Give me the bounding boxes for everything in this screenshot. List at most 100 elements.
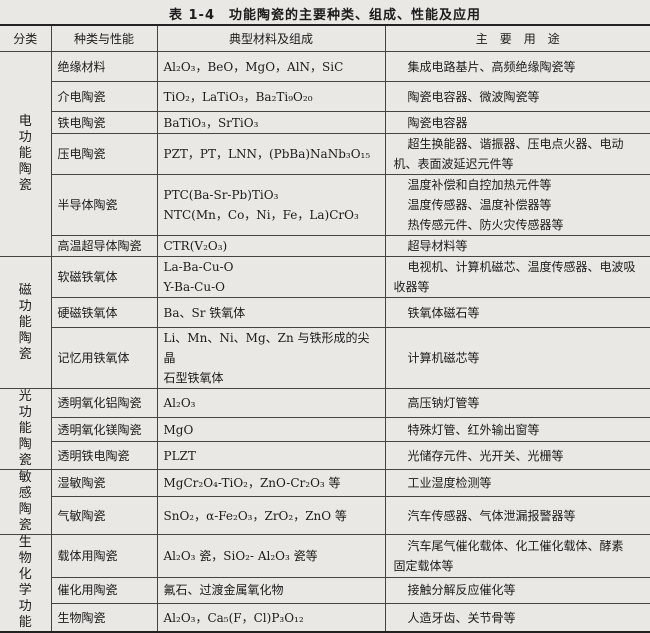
use-line: 电视机、计算机磁芯、温度传感器、电波吸: [407, 260, 636, 274]
material-line: La-Ba-Cu-O: [163, 260, 234, 274]
use-line: 汽车尾气催化载体、化工催化载体、酵素: [407, 538, 624, 553]
category-label: 磁功能陶瓷: [18, 282, 32, 362]
use-line: 计算机磁芯等: [407, 351, 480, 365]
use-line: 超导材料等: [407, 239, 468, 253]
material-line: Al₂O₃ 瓷，SiO₂- Al₂O₃ 瓷等: [163, 548, 318, 563]
category-label: 电功能陶瓷: [18, 114, 32, 193]
table-row: 压电陶瓷 PZT，PT，LNN，(PbBa)NaNb₃O₁₅ 超生换能器、谐振器、压…: [0, 133, 650, 175]
material-cell: 氟石、过渡金属氧化物: [156, 576, 386, 605]
material-cell: SnO₂，α-Fe₂O₃，ZrO₂，ZnO 等: [156, 496, 386, 535]
material-cell: Al₂O₃: [156, 388, 386, 418]
material-cell: Al₂O₃ 瓷，SiO₂- Al₂O₃ 瓷等: [156, 534, 386, 578]
material-cell: TiO₂，LaTiO₃，Ba₂Ti₉O₂₀: [156, 81, 386, 112]
material-cell: Ba、Sr 铁氧体: [156, 297, 386, 328]
material-line: Al₂O₃，BeO，MgO，AlN，SiC: [163, 59, 344, 74]
type-cell: 催化用陶瓷: [50, 576, 158, 605]
use-line: 特殊灯管、红外输出窗等: [407, 422, 540, 437]
type-cell: 高温超导体陶瓷: [50, 235, 158, 257]
table-row: 磁功能陶瓷 软磁铁氧体 La-Ba-Cu-O Y-Ba-Cu-O 电视机、计算机磁芯、温…: [0, 256, 650, 389]
use-cell: 陶瓷电容器: [384, 111, 650, 134]
material-line: Y-Ba-Cu-O: [163, 280, 226, 294]
category-cell: 敏感陶瓷: [0, 469, 52, 535]
use-line: 固定载体等: [393, 558, 454, 573]
table-row: 铁电陶瓷 BaTiO₃，SrTiO₃ 陶瓷电容器: [0, 111, 650, 134]
type-cell: 记忆用铁氧体: [50, 327, 158, 389]
material-line: NTC(Mn，Co，Ni，Fe，La)CrO₃: [163, 208, 359, 222]
table-row: 透明氧化镁陶瓷 MgO 特殊灯管、红外输出窗等: [0, 416, 650, 443]
use-line: 超生换能器、谐振器、压电点火器、电动: [407, 137, 624, 151]
material-cell: La-Ba-Cu-O Y-Ba-Cu-O: [156, 256, 386, 298]
table-row: 电功能陶瓷 绝缘材料 Al₂O₃，BeO，MgO，AlN，SiC 集成电路基片、高频绝…: [0, 51, 650, 257]
use-line: 高压钠灯管等: [407, 395, 480, 410]
table-row: 生物化学功能 载体用陶瓷 Al₂O₃ 瓷，SiO₂- Al₂O₃ 瓷等 汽车尾气催化载…: [0, 534, 650, 633]
type-cell: 气敏陶瓷: [50, 496, 158, 535]
use-line: 温度补偿和自控加热元件等: [407, 178, 552, 192]
table-row: 透明铁电陶瓷 PLZT 光储存元件、光开关、光栅等: [0, 441, 650, 470]
use-line: 陶瓷电容器、微波陶瓷等: [407, 89, 540, 104]
material-line: MgO: [163, 422, 194, 437]
use-cell: 工业湿度检测等: [384, 468, 650, 498]
use-cell: 光储存元件、光开关、光栅等: [384, 441, 650, 470]
use-cell: 温度补偿和自控加热元件等 温度传感器、温度补偿器等 热传感元件、防火灾传感器等: [384, 174, 650, 236]
category-cell: 电功能陶瓷: [0, 51, 52, 257]
use-cell: 汽车传感器、气体泄漏报警器等: [384, 496, 650, 535]
category-cell: 光功能陶瓷: [0, 388, 52, 470]
material-line: MgCr₂O₄-TiO₂，ZnO-Cr₂O₃ 等: [163, 476, 341, 491]
type-cell: 生物陶瓷: [50, 603, 158, 633]
use-line: 机、表面波延迟元件等: [393, 157, 514, 171]
header-category: 分类: [0, 24, 52, 52]
type-cell: 绝缘材料: [50, 51, 158, 82]
use-cell: 超导材料等: [384, 235, 650, 257]
table-row: 气敏陶瓷 SnO₂，α-Fe₂O₃，ZrO₂，ZnO 等 汽车传感器、气体泄漏报警器…: [0, 496, 650, 535]
table-row: 介电陶瓷 TiO₂，LaTiO₃，Ba₂Ti₉O₂₀ 陶瓷电容器、微波陶瓷等: [0, 81, 650, 112]
table-row: 敏感陶瓷 湿敏陶瓷 MgCr₂O₄-TiO₂，ZnO-Cr₂O₃ 等 工业湿度检测等: [0, 468, 650, 535]
ceramics-table: 分类 种类与性能 典型材料及组成 主 要 用 途 电功能陶瓷 绝缘材料 Al₂O₃，…: [0, 24, 650, 633]
type-cell: 铁电陶瓷: [50, 111, 158, 134]
type-cell: 软磁铁氧体: [50, 256, 158, 298]
type-cell: 透明铁电陶瓷: [50, 441, 158, 470]
use-line: 汽车传感器、气体泄漏报警器等: [407, 508, 576, 523]
material-line: Al₂O₃: [163, 395, 196, 410]
use-cell: 高压钠灯管等: [384, 388, 650, 418]
use-line: 集成电路基片、高频绝缘陶瓷等: [407, 59, 576, 74]
type-cell: 湿敏陶瓷: [50, 468, 158, 498]
material-cell: CTR(V₂O₃): [156, 235, 386, 257]
material-line: Li、Mn、Ni、Mg、Zn 与铁形成的尖晶: [163, 331, 370, 365]
use-line: 陶瓷电容器: [407, 115, 468, 130]
table-row: 光功能陶瓷 透明氧化铝陶瓷 Al₂O₃ 高压钠灯管等: [0, 388, 650, 470]
use-line: 铁氧体磁石等: [407, 305, 480, 320]
type-cell: 压电陶瓷: [50, 133, 158, 175]
table-title: 表 1-4 功能陶瓷的主要种类、组成、性能及应用: [168, 8, 481, 23]
use-cell: 铁氧体磁石等: [384, 297, 650, 328]
type-cell: 载体用陶瓷: [50, 534, 158, 578]
use-cell: 汽车尾气催化载体、化工催化载体、酵素固定载体等: [384, 534, 650, 578]
category-label: 光功能陶瓷: [18, 389, 32, 469]
type-cell: 透明氧化铝陶瓷: [50, 388, 158, 418]
material-line: Al₂O₃，Ca₅(F，Cl)P₃O₁₂: [163, 610, 304, 625]
header-type: 种类与性能: [50, 24, 158, 52]
use-cell: 超生换能器、谐振器、压电点火器、电动机、表面波延迟元件等: [384, 133, 650, 175]
type-cell: 介电陶瓷: [50, 81, 158, 112]
header-use: 主 要 用 途: [384, 24, 650, 52]
use-line: 工业湿度检测等: [407, 476, 492, 491]
category-label: 生物化学功能: [18, 535, 32, 630]
type-cell: 透明氧化镁陶瓷: [50, 416, 158, 443]
material-cell: PLZT: [156, 441, 386, 470]
category-cell: 生物化学功能: [0, 534, 52, 633]
type-cell: 硬磁铁氧体: [50, 297, 158, 328]
use-cell: 接触分解反应催化等: [384, 576, 650, 605]
material-cell: BaTiO₃，SrTiO₃: [156, 111, 386, 134]
table-row: 高温超导体陶瓷 CTR(V₂O₃) 超导材料等: [0, 235, 650, 257]
category-cell: 磁功能陶瓷: [0, 256, 52, 389]
material-line: 氟石、过渡金属氧化物: [163, 583, 284, 598]
material-cell: PZT，PT，LNN，(PbBa)NaNb₃O₁₅: [156, 133, 386, 175]
table-row: 生物陶瓷 Al₂O₃，Ca₅(F，Cl)P₃O₁₂ 人造牙齿、关节骨等: [0, 603, 650, 633]
use-cell: 特殊灯管、红外输出窗等: [384, 416, 650, 443]
material-line: PLZT: [163, 448, 196, 463]
material-line: BaTiO₃，SrTiO₃: [163, 115, 259, 130]
use-line: 收器等: [393, 280, 430, 294]
use-cell: 集成电路基片、高频绝缘陶瓷等: [384, 51, 650, 82]
material-line: TiO₂，LaTiO₃，Ba₂Ti₉O₂₀: [163, 89, 313, 104]
use-cell: 电视机、计算机磁芯、温度传感器、电波吸收器等: [384, 256, 650, 298]
header-material: 典型材料及组成: [156, 24, 386, 52]
